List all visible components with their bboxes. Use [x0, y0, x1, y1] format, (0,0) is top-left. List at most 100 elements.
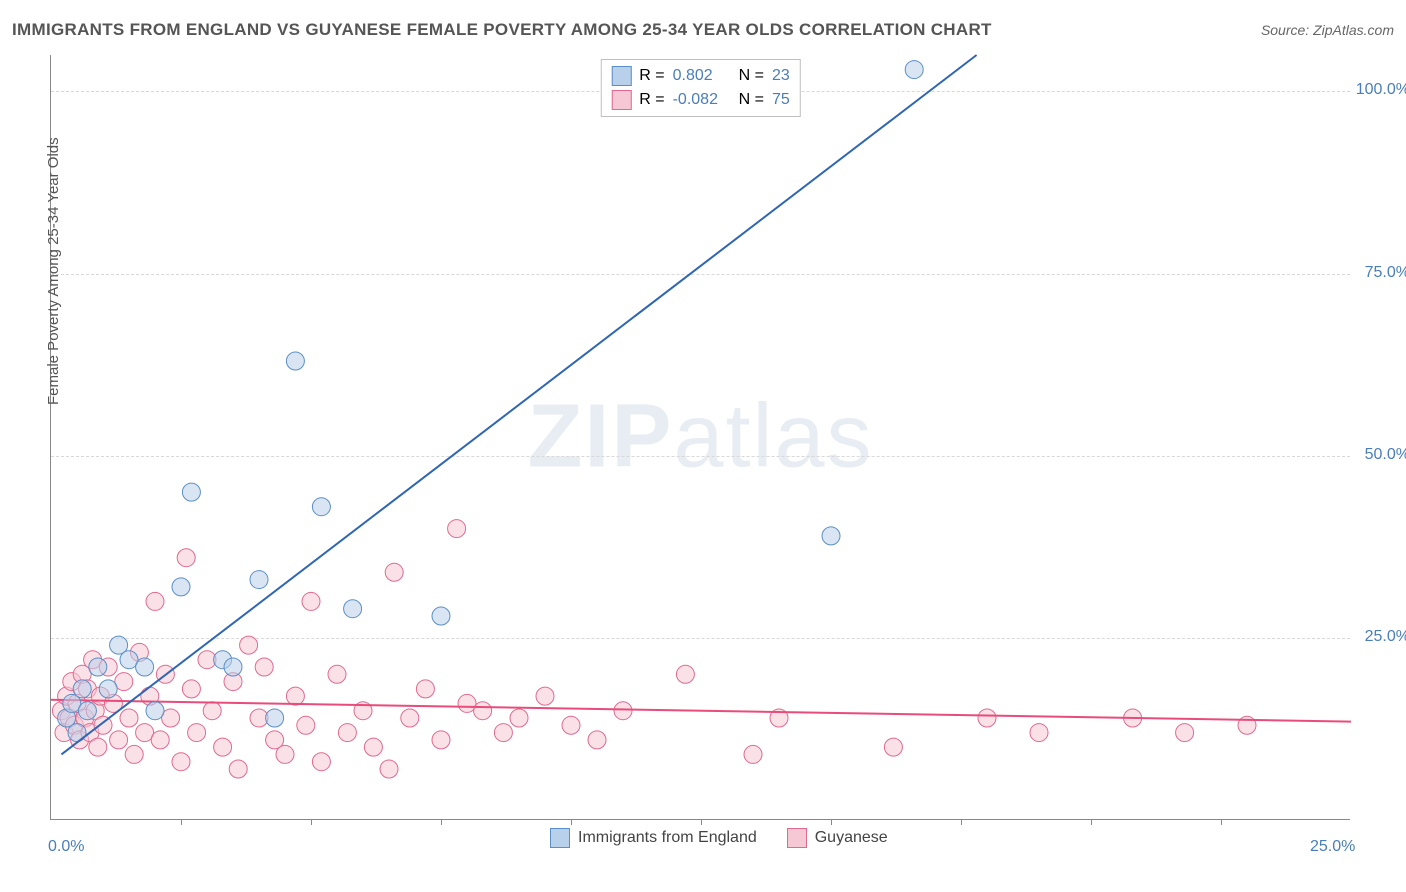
data-point [214, 738, 232, 756]
r-label-guy: R = [639, 91, 664, 109]
data-point [89, 738, 107, 756]
data-point [188, 724, 206, 742]
n-value-guy: 75 [772, 91, 790, 109]
data-point [614, 702, 632, 720]
swatch-england-icon [611, 66, 631, 86]
data-point [110, 731, 128, 749]
x-end-label: 25.0% [1310, 838, 1355, 856]
x-tick-mark [441, 819, 442, 825]
data-point [822, 527, 840, 545]
data-point [312, 498, 330, 516]
x-origin-label: 0.0% [48, 838, 84, 856]
data-point [1030, 724, 1048, 742]
data-point [385, 563, 403, 581]
data-point [136, 658, 154, 676]
data-point [203, 702, 221, 720]
data-point [432, 607, 450, 625]
source-label: Source: ZipAtlas.com [1261, 22, 1394, 38]
legend-item-england: Immigrants from England [550, 828, 757, 848]
legend-top: R = 0.802 N = 23 R = -0.082 N = 75 [600, 59, 800, 117]
data-point [240, 636, 258, 654]
swatch-guyanese-icon [611, 90, 631, 110]
legend-top-row-guyanese: R = -0.082 N = 75 [611, 88, 789, 112]
data-point [474, 702, 492, 720]
swatch-england-icon [550, 828, 570, 848]
chart-title: IMMIGRANTS FROM ENGLAND VS GUYANESE FEMA… [12, 20, 992, 40]
data-point [286, 687, 304, 705]
n-label-eng: N = [739, 67, 764, 85]
data-point [250, 571, 268, 589]
data-point [562, 716, 580, 734]
data-point [510, 709, 528, 727]
data-point [302, 592, 320, 610]
y-tick-label: 25.0% [1355, 628, 1406, 646]
n-value-eng: 23 [772, 67, 790, 85]
x-tick-mark [181, 819, 182, 825]
data-point [89, 658, 107, 676]
y-tick-label: 50.0% [1355, 446, 1406, 464]
data-point [146, 592, 164, 610]
swatch-guyanese-icon [787, 828, 807, 848]
legend-item-guyanese: Guyanese [787, 828, 888, 848]
y-tick-label: 75.0% [1355, 264, 1406, 282]
data-point [448, 520, 466, 538]
data-point [146, 702, 164, 720]
r-label-eng: R = [639, 67, 664, 85]
data-point [416, 680, 434, 698]
data-point [172, 578, 190, 596]
data-point [182, 483, 200, 501]
x-tick-mark [311, 819, 312, 825]
y-tick-label: 100.0% [1355, 81, 1406, 99]
data-point [276, 745, 294, 763]
trend-line [51, 700, 1351, 722]
data-point [744, 745, 762, 763]
data-point [676, 665, 694, 683]
data-point [401, 709, 419, 727]
data-point [297, 716, 315, 734]
x-tick-mark [1221, 819, 1222, 825]
data-point [172, 753, 190, 771]
data-point [182, 680, 200, 698]
legend-top-row-england: R = 0.802 N = 23 [611, 64, 789, 88]
x-tick-mark [571, 819, 572, 825]
r-value-eng: 0.802 [673, 67, 731, 85]
data-point [266, 709, 284, 727]
x-tick-mark [831, 819, 832, 825]
data-point [255, 658, 273, 676]
data-point [905, 61, 923, 79]
data-point [120, 709, 138, 727]
data-point [536, 687, 554, 705]
data-point [588, 731, 606, 749]
data-point [177, 549, 195, 567]
title-bar: IMMIGRANTS FROM ENGLAND VS GUYANESE FEMA… [12, 20, 1394, 40]
data-point [99, 680, 117, 698]
legend-bottom: Immigrants from England Guyanese [550, 828, 888, 848]
data-point [338, 724, 356, 742]
data-point [344, 600, 362, 618]
data-point [125, 745, 143, 763]
data-point [151, 731, 169, 749]
data-point [978, 709, 996, 727]
trend-line [61, 55, 976, 754]
data-point [364, 738, 382, 756]
legend-label-england: Immigrants from England [578, 829, 757, 847]
x-tick-mark [1091, 819, 1092, 825]
data-point [229, 760, 247, 778]
data-point [312, 753, 330, 771]
data-point [432, 731, 450, 749]
data-point [884, 738, 902, 756]
data-point [1176, 724, 1194, 742]
plot-area: Female Poverty Among 25-34 Year Olds ZIP… [50, 55, 1350, 820]
n-label-guy: N = [739, 91, 764, 109]
data-point [494, 724, 512, 742]
data-point [380, 760, 398, 778]
scatter-svg [51, 55, 1350, 819]
x-tick-mark [701, 819, 702, 825]
data-point [78, 702, 96, 720]
x-tick-mark [961, 819, 962, 825]
data-point [224, 658, 242, 676]
data-point [73, 680, 91, 698]
r-value-guy: -0.082 [673, 91, 731, 109]
legend-label-guyanese: Guyanese [815, 829, 888, 847]
data-point [328, 665, 346, 683]
